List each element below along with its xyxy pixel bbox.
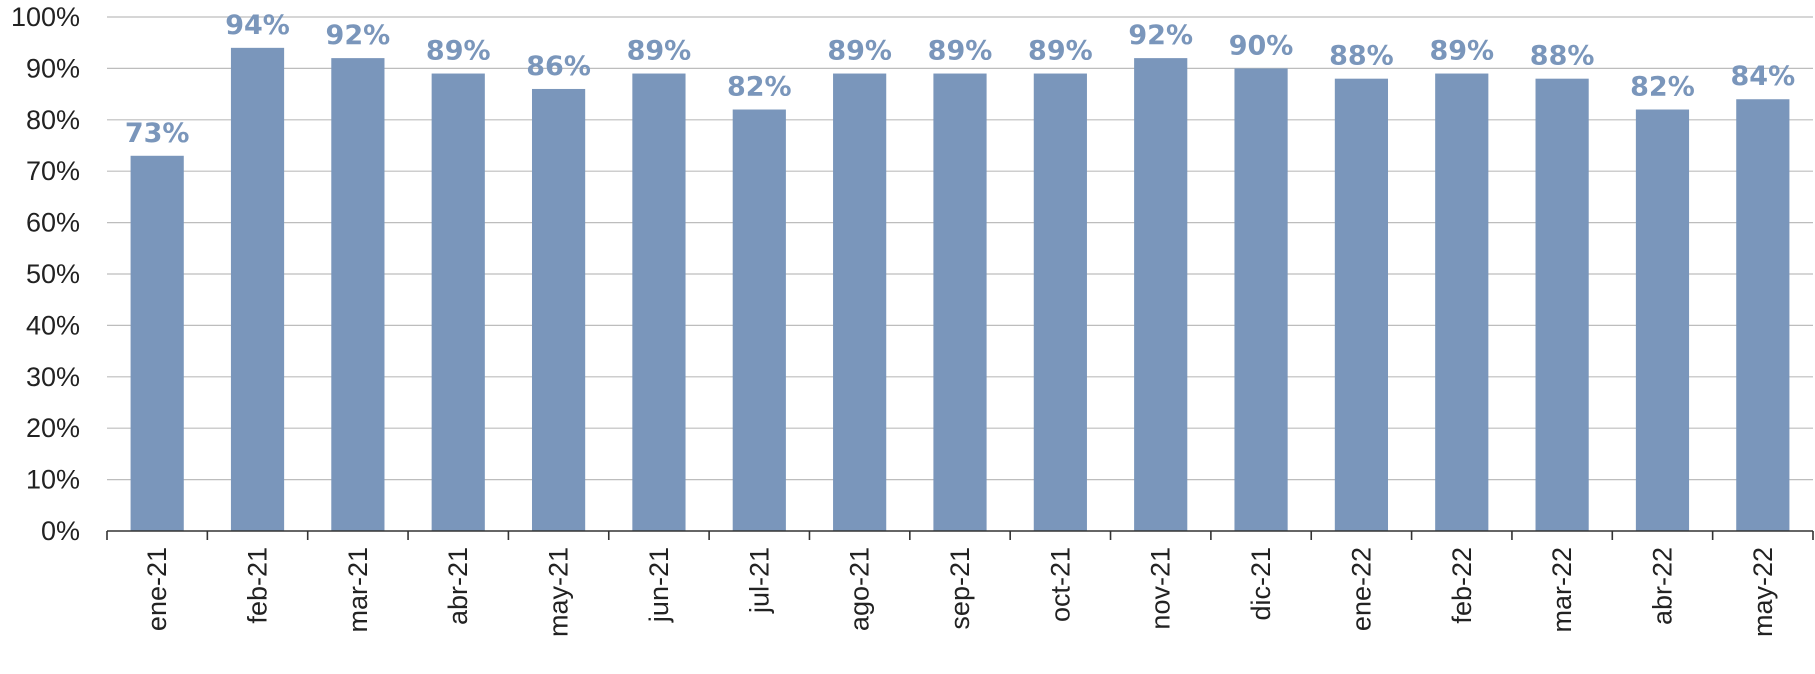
- x-category-label: jul-21: [744, 547, 774, 614]
- data-label: 89%: [1028, 36, 1093, 67]
- y-tick-label: 40%: [26, 310, 80, 340]
- bar: [933, 73, 987, 531]
- y-tick-label: 0%: [41, 516, 80, 546]
- x-category-label: oct-21: [1045, 547, 1075, 622]
- bar: [531, 88, 586, 532]
- y-tick-label: 90%: [26, 53, 80, 83]
- x-category-label: feb-22: [1447, 547, 1477, 624]
- x-category-label: ene-21: [142, 547, 172, 631]
- bar: [230, 47, 285, 532]
- bar: [833, 73, 887, 531]
- bar: [130, 155, 184, 531]
- data-label: 88%: [1530, 41, 1595, 72]
- y-tick-label: 20%: [26, 413, 80, 443]
- data-label: 92%: [326, 20, 391, 51]
- x-category-label: jun-21: [644, 547, 674, 623]
- data-label: 89%: [1429, 36, 1494, 67]
- data-label: 90%: [1229, 30, 1294, 61]
- bar: [1033, 73, 1087, 531]
- data-label: 94%: [225, 10, 290, 41]
- data-label: 73%: [125, 118, 190, 149]
- y-axis-tick-labels: 0% 10% 20% 30% 40% 50% 60% 70% 80% 90% 100%: [11, 2, 80, 546]
- x-axis: [106, 530, 1814, 540]
- y-tick-label: 100%: [11, 2, 80, 32]
- bar: [1134, 58, 1188, 532]
- bar: [632, 73, 686, 531]
- y-tick-label: 60%: [26, 208, 80, 238]
- x-category-label: ene-22: [1346, 547, 1376, 631]
- data-labels: 73% 94% 92% 89% 86% 89% 82% 89% 89% 89% 92% 90% 88% 8…: [125, 10, 1795, 149]
- x-category-label: sep-21: [945, 547, 975, 630]
- data-label: 89%: [426, 36, 491, 67]
- bar: [1234, 68, 1288, 532]
- x-category-label: abr-21: [443, 547, 473, 625]
- data-label: 89%: [827, 36, 892, 67]
- bar: [1736, 99, 1790, 532]
- bar: [1635, 109, 1690, 532]
- x-category-label: may-22: [1748, 547, 1778, 637]
- data-label: 82%: [727, 72, 792, 103]
- data-label: 88%: [1329, 41, 1394, 72]
- bar: [1535, 78, 1589, 532]
- bars: [130, 47, 1790, 532]
- bar: [1435, 73, 1489, 531]
- y-tick-label: 80%: [26, 105, 80, 135]
- bar: [331, 58, 385, 532]
- data-label: 92%: [1128, 20, 1193, 51]
- y-tick-label: 50%: [26, 259, 80, 289]
- y-tick-label: 70%: [26, 156, 80, 186]
- x-category-label: may-21: [544, 547, 574, 637]
- y-tick-label: 10%: [26, 465, 80, 495]
- x-category-label: abr-22: [1647, 547, 1677, 625]
- x-category-label: mar-21: [343, 547, 373, 633]
- x-category-label: ago-21: [845, 547, 875, 631]
- x-category-label: nov-21: [1146, 547, 1176, 630]
- y-tick-label: 30%: [26, 362, 80, 392]
- data-label: 89%: [928, 36, 993, 67]
- bar: [732, 109, 786, 532]
- data-label: 86%: [526, 51, 591, 82]
- bar: [431, 73, 485, 531]
- x-axis-category-labels: ene-21 feb-21 mar-21 abr-21 may-21 jun-21 jul-…: [142, 547, 1778, 637]
- x-category-label: feb-21: [243, 547, 273, 624]
- data-label: 89%: [627, 36, 692, 67]
- data-label: 84%: [1731, 61, 1796, 92]
- x-category-label: mar-22: [1547, 547, 1577, 633]
- bar: [1334, 78, 1389, 532]
- x-category-label: dic-21: [1246, 547, 1276, 621]
- data-label: 82%: [1630, 72, 1695, 103]
